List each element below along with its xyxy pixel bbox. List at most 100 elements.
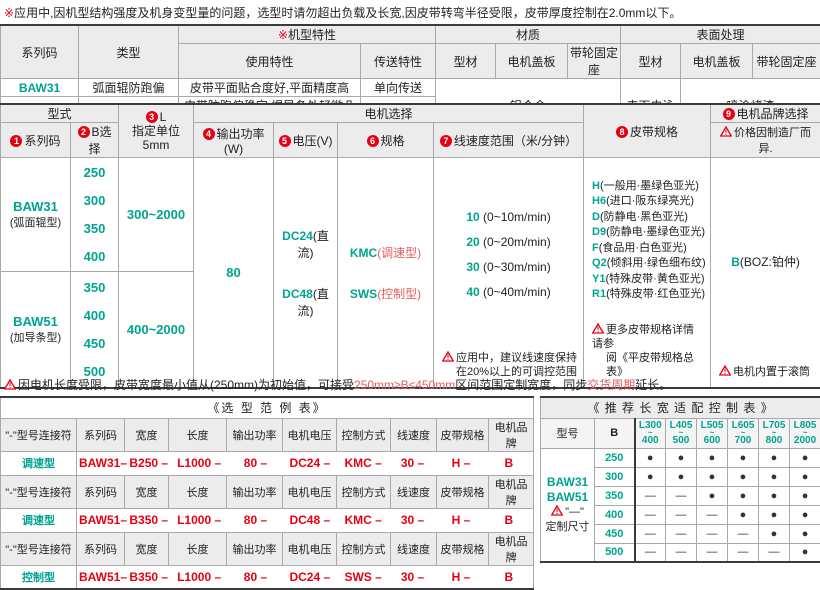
- compat-b-value: 250: [595, 448, 635, 467]
- compat-model-cell: BAW31 BAW51 "—" 定制尺寸: [541, 448, 595, 562]
- ex-header-belt: 皮带规格: [437, 475, 489, 508]
- ex-header-connector: "-"型号连接符: [1, 532, 77, 565]
- compat-cell: —: [635, 524, 666, 543]
- spec-col-type: 类型: [79, 25, 179, 79]
- compat-cell: —: [666, 524, 697, 543]
- circled-number-4: 4: [203, 128, 215, 140]
- voltage-options: DC24(直流) DC48(直流): [274, 158, 338, 389]
- example-table-title: 《选 型 范 例 表》: [1, 397, 534, 418]
- compat-header-l4: L605~700: [728, 418, 759, 448]
- warning-icon: [720, 126, 732, 137]
- width-note: 因电机长度受限，皮带宽度最小值从(250mm)为初始值，可接受250mm≥B≤4…: [4, 376, 671, 393]
- ex-header-voltage: 电机电压: [283, 475, 337, 508]
- ex-header-belt: 皮带规格: [437, 418, 489, 451]
- compat-cell: —: [635, 543, 666, 562]
- spec-col-cover: 电机盖板: [496, 44, 568, 79]
- warning-icon: [592, 323, 604, 334]
- compat-cell: —: [635, 486, 666, 505]
- compat-cell: —: [697, 524, 728, 543]
- spec-col-seat-2: 带轮固定座: [753, 44, 820, 79]
- compat-header-l1: L300~400: [635, 418, 666, 448]
- warning-icon: [4, 379, 16, 390]
- ex-header-length: 长度: [169, 532, 227, 565]
- ex-header-power: 输出功率: [227, 418, 283, 451]
- ex-header-brand: 电机品牌: [489, 418, 534, 451]
- compat-cell: ●: [759, 448, 790, 467]
- ex-header-voltage: 电机电压: [283, 532, 337, 565]
- circled-number-1: 1: [10, 135, 22, 147]
- ex-header-series: 系列码: [77, 475, 125, 508]
- spec-group-feature: ※机型特性: [179, 25, 436, 44]
- l-range-baw31: 300~2000: [119, 158, 194, 272]
- compat-table: 《 推 荐 长 宽 适 配 控 制 表 》 型号 B L300~400 L405…: [540, 396, 820, 563]
- spec-col-seat: 带轮固定座: [568, 44, 621, 79]
- compat-cell: ●: [790, 448, 820, 467]
- belt-option: H6(进口·阪东绿亮光): [592, 194, 706, 210]
- compat-cell: —: [666, 486, 697, 505]
- warning-icon: [551, 505, 563, 516]
- ex-header-speed: 线速度: [391, 418, 437, 451]
- ex-header-control: 控制方式: [337, 418, 391, 451]
- circled-number-6: 6: [367, 135, 379, 147]
- ex-header-width: 宽度: [125, 532, 169, 565]
- ex-header-control: 控制方式: [337, 475, 391, 508]
- compat-header-b: B: [595, 418, 635, 448]
- b-options-baw31: 250 300 350 400: [71, 158, 119, 272]
- power-value: 80: [194, 158, 274, 389]
- ex-header-length: 长度: [169, 475, 227, 508]
- compat-b-value: 300: [595, 467, 635, 486]
- ex-row-label: 控制型: [1, 565, 77, 589]
- compat-model-note: 定制尺寸: [543, 520, 592, 535]
- compat-b-value: 500: [595, 543, 635, 562]
- series-baw51-cell: BAW51 (加导条型): [1, 272, 71, 388]
- compat-b-value: 450: [595, 524, 635, 543]
- compat-cell: ●: [697, 448, 728, 467]
- reference-mark: ※: [4, 6, 14, 20]
- spec-options: KMC(调速型) SWS(控制型): [338, 158, 434, 389]
- example-table: 《选 型 范 例 表》 "-"型号连接符 系列码 宽度 长度 输出功率 电机电压…: [0, 396, 533, 590]
- compat-model-note-symbol: "—": [543, 505, 592, 520]
- spec-option: SWS(控制型): [350, 285, 421, 302]
- speed-note: 应用中，建议线速度保持在20%以上的可调控范围: [442, 351, 577, 379]
- compat-header-l5: L705~800: [759, 418, 790, 448]
- circled-number-9: 9: [723, 108, 735, 120]
- spec-col-profile-2: 型材: [621, 44, 681, 79]
- ex-header-speed: 线速度: [391, 532, 437, 565]
- belt-spec-cell: H(一般用·墨绿色亚光) H6(进口·阪东绿亮光) D(防静电·黑色亚光) D9…: [584, 158, 711, 389]
- header-brand-note: 价格因制造厂而异.: [711, 123, 820, 158]
- belt-option: Y1(特殊皮带·黄色亚光): [592, 272, 706, 288]
- ex-row-values: BAW31–B250 –L1000 –80 –DC24 –KMC –30 –H …: [77, 451, 534, 475]
- l-range-baw51: 400~2000: [119, 272, 194, 388]
- spec-col-transfer: 传送特性: [361, 44, 436, 79]
- ex-header-brand: 电机品牌: [489, 532, 534, 565]
- compat-cell: —: [759, 543, 790, 562]
- ex-header-series: 系列码: [77, 532, 125, 565]
- spec-col-profile: 型材: [436, 44, 496, 79]
- ex-header-width: 宽度: [125, 475, 169, 508]
- ex-header-power: 输出功率: [227, 532, 283, 565]
- b-options-baw51: 350 400 450 500: [71, 272, 119, 388]
- ex-header-belt: 皮带规格: [437, 532, 489, 565]
- compat-cell: ●: [666, 467, 697, 486]
- ex-row-label: 调速型: [1, 451, 77, 475]
- header-motor-select: 电机选择: [194, 104, 584, 123]
- brand-cell: B(BOZ:铂仲) 电机内置于滚筒: [711, 158, 820, 389]
- compat-cell: ●: [697, 467, 728, 486]
- compat-cell: —: [666, 543, 697, 562]
- ex-header-control: 控制方式: [337, 532, 391, 565]
- compat-cell: ●: [728, 448, 759, 467]
- series-baw31-cell: BAW31 (弧面辊型): [1, 158, 71, 272]
- compat-cell: ●: [790, 505, 820, 524]
- compat-cell: ●: [635, 448, 666, 467]
- compat-cell: ●: [759, 486, 790, 505]
- circled-number-8: 8: [616, 126, 628, 138]
- ex-header-voltage: 电机电压: [283, 418, 337, 451]
- speed-option: 30 (0~30m/min): [466, 255, 550, 280]
- speed-option: 40 (0~40m/min): [466, 280, 550, 305]
- warning-icon: [719, 365, 731, 376]
